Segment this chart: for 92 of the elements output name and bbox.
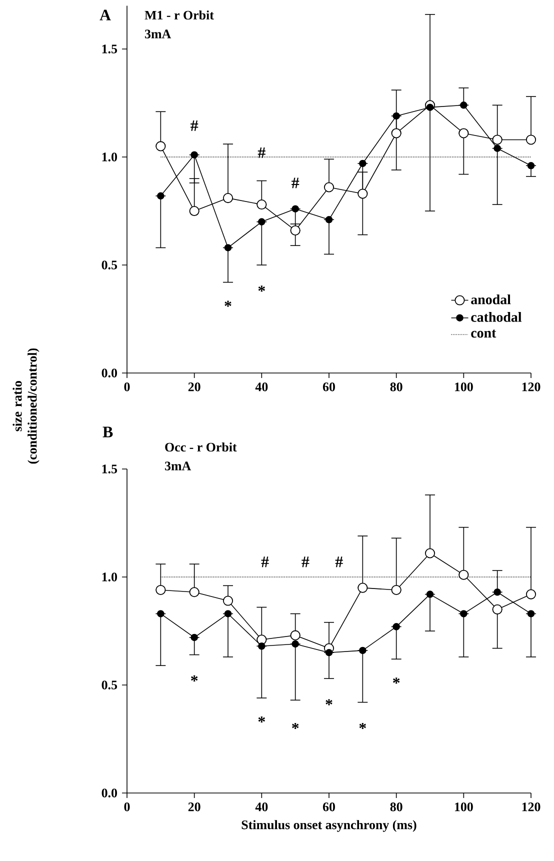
point [526, 589, 536, 600]
x-tick-label: 20 [188, 802, 200, 812]
point [189, 587, 200, 598]
point [392, 623, 400, 630]
legend-label: cont [471, 330, 496, 338]
point [258, 642, 266, 650]
y-tick-label: 1.5 [102, 44, 118, 54]
x-tick-label: 20 [188, 382, 200, 392]
y-tick-label: 1.0 [102, 152, 118, 162]
annotation: * [258, 716, 265, 722]
point [325, 648, 333, 656]
x-tick-label: 60 [322, 382, 335, 392]
annotation: * [326, 699, 332, 706]
y-tick-label: 0.5 [102, 680, 118, 690]
point [156, 141, 166, 152]
point [256, 199, 267, 210]
point [460, 102, 468, 109]
legend-label: anodal [471, 294, 511, 304]
x-tick-label: 60 [322, 802, 335, 812]
point [358, 582, 368, 593]
x-tick-label: 0 [124, 802, 130, 812]
x-tick-label: 100 [454, 802, 473, 812]
y-axis-title: size ratio (conditioned/control) [12, 348, 40, 464]
point [492, 604, 502, 614]
annotation: 3mA [145, 30, 172, 38]
annotation: # [190, 120, 198, 131]
annotation: # [292, 178, 300, 188]
point [190, 151, 198, 158]
point [426, 590, 434, 598]
point [527, 610, 535, 618]
x-tick-label: 80 [390, 382, 402, 392]
point [426, 104, 434, 111]
annotation: * [393, 678, 400, 684]
y-tick-label: 0.0 [102, 368, 118, 378]
x-tick-label: 120 [522, 802, 540, 812]
point [290, 630, 300, 640]
point [359, 646, 366, 654]
point [190, 634, 198, 642]
point [392, 112, 400, 120]
point [156, 584, 166, 595]
point [527, 162, 535, 170]
x-tick-label: 40 [255, 382, 268, 392]
point [494, 144, 501, 152]
point [324, 182, 334, 192]
point [391, 128, 402, 138]
annotation: * [224, 300, 232, 307]
point [460, 610, 468, 618]
point [458, 128, 469, 138]
annotation: * [292, 722, 299, 729]
point [224, 610, 232, 618]
y-tick-label: 0.5 [102, 260, 118, 270]
point [492, 134, 502, 145]
x-tick-label: 120 [522, 382, 540, 392]
point [222, 193, 234, 204]
point [526, 134, 536, 145]
y-tick-label: 1.5 [102, 464, 118, 474]
chart-subtitle: Occ - r Orbit [165, 442, 237, 452]
point [189, 206, 200, 216]
point [424, 548, 436, 558]
chart-subtitle: M1 - r Orbit [144, 10, 214, 20]
y-tick-label: 1.0 [102, 572, 118, 582]
annotation: * [359, 722, 366, 729]
point [292, 205, 299, 212]
annotation: * [258, 286, 265, 292]
point [224, 244, 232, 252]
point [157, 610, 164, 618]
annotation: 3mA [165, 462, 192, 470]
x-axis-title: Stimulus onset asynchrony (ms) [242, 820, 416, 832]
point [157, 192, 164, 200]
y-tick-label: 0.0 [102, 788, 118, 798]
point [325, 216, 333, 224]
point [222, 596, 234, 606]
chart-title: B [102, 426, 113, 438]
annotation: * [191, 675, 198, 682]
annotation: # [335, 556, 343, 568]
point [391, 584, 402, 595]
point [290, 225, 300, 236]
x-tick-label: 40 [255, 802, 268, 812]
chart-title: A [100, 10, 111, 20]
annotation: # [302, 556, 310, 568]
annotation: # [258, 147, 266, 158]
point [458, 570, 469, 580]
point [359, 160, 366, 168]
x-tick-label: 80 [390, 802, 402, 812]
point [258, 218, 266, 226]
point [494, 588, 501, 596]
point [358, 188, 368, 199]
legend-label: cathodal [471, 312, 522, 322]
x-tick-label: 100 [454, 382, 473, 392]
point [292, 640, 299, 648]
x-tick-label: 0 [124, 382, 130, 392]
annotation: # [261, 556, 269, 568]
